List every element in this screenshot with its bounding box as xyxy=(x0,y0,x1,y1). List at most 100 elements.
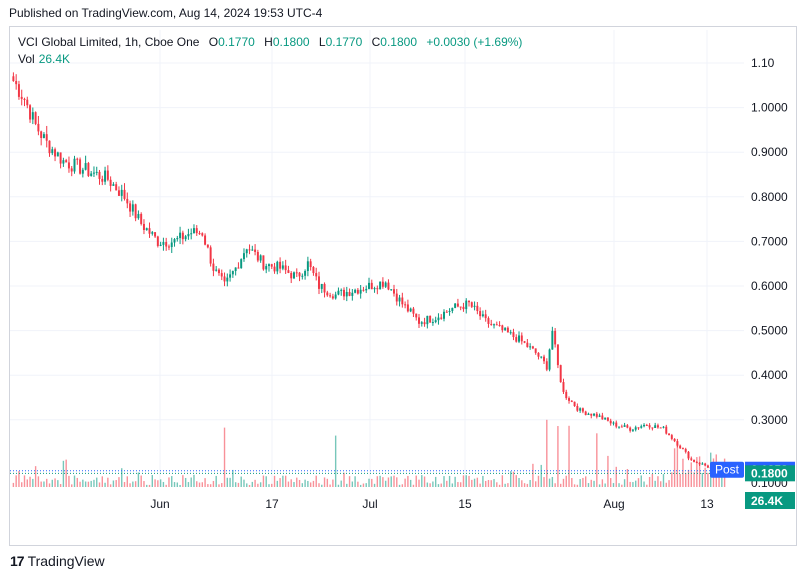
volume-bar xyxy=(696,457,698,487)
candle-body xyxy=(354,289,357,293)
candle-body xyxy=(45,134,48,141)
candle-body xyxy=(465,300,468,310)
candle-body xyxy=(434,320,437,323)
candle-body xyxy=(176,238,179,240)
chart-frame xyxy=(9,26,797,546)
candle-body xyxy=(290,272,293,279)
candle-body xyxy=(156,236,159,246)
volume-bar xyxy=(276,480,279,487)
volume-bar xyxy=(679,474,681,487)
candle-body xyxy=(92,172,95,174)
candle-body xyxy=(131,204,134,212)
volume-bar xyxy=(93,479,95,487)
candle-body xyxy=(279,261,282,269)
candle-body xyxy=(187,234,190,237)
candle-body xyxy=(690,458,693,460)
volume-bar xyxy=(140,475,142,487)
volume-bar xyxy=(62,460,65,487)
volume-bar xyxy=(426,482,429,487)
volume-bar xyxy=(532,463,534,487)
volume-bar xyxy=(471,479,473,487)
candle-body xyxy=(406,304,409,312)
volume-bar xyxy=(254,479,256,487)
volume-bar xyxy=(540,464,542,487)
candle-body xyxy=(140,213,143,224)
volume-bar xyxy=(234,482,237,487)
volume-bar xyxy=(351,481,354,487)
candle-body xyxy=(198,233,201,235)
low-value: 0.1770 xyxy=(325,35,363,49)
candle-body xyxy=(142,223,145,230)
candle-body xyxy=(215,269,218,271)
volume-bar xyxy=(293,482,295,487)
volume-bar xyxy=(179,484,181,487)
volume-bar xyxy=(107,477,109,487)
candle-body xyxy=(309,261,312,268)
candle-body xyxy=(106,170,109,180)
volume-bar xyxy=(568,425,570,487)
candle-body xyxy=(145,228,148,230)
candle-body xyxy=(281,265,284,269)
candle-body xyxy=(454,303,457,308)
candle-body xyxy=(195,228,198,234)
volume-bar xyxy=(704,467,706,487)
volume-bar xyxy=(54,478,56,487)
candle-body xyxy=(212,263,215,271)
y-tick-label: 0.4000 xyxy=(751,368,788,382)
volume-bar xyxy=(123,481,126,487)
candle-body xyxy=(167,246,170,248)
candle-body xyxy=(523,341,526,343)
candle-body xyxy=(306,261,309,272)
candle-body xyxy=(387,282,390,290)
candle-body xyxy=(612,422,615,424)
candle-body xyxy=(304,271,307,276)
y-tick-label: 1.0000 xyxy=(751,101,788,115)
volume-bar xyxy=(382,477,384,487)
volume-bar xyxy=(340,480,342,487)
volume-bar xyxy=(290,479,292,487)
close-value: 0.1800 xyxy=(380,35,417,49)
candle-body xyxy=(362,289,365,291)
volume-bar xyxy=(37,476,40,487)
volume-bar xyxy=(587,483,590,487)
candle-body xyxy=(231,271,234,275)
candle-body xyxy=(256,251,259,261)
candle-body xyxy=(17,84,20,97)
candle-body xyxy=(501,325,504,331)
candle-body xyxy=(117,190,120,196)
candle-body xyxy=(206,244,209,248)
x-tick-label: 17 xyxy=(265,497,279,511)
volume-bar xyxy=(46,478,48,487)
volume-bar xyxy=(376,476,379,487)
volume-bar xyxy=(332,479,334,487)
candle-body xyxy=(126,198,129,204)
volume-bar xyxy=(621,484,623,487)
volume-bar xyxy=(482,475,484,487)
candle-body xyxy=(20,96,23,99)
volume-bar xyxy=(498,484,501,487)
candle-body xyxy=(673,438,676,442)
candle-body xyxy=(109,179,112,186)
candle-body xyxy=(98,171,101,179)
candle-body xyxy=(490,323,493,325)
candle-body xyxy=(518,335,521,342)
volume-bar xyxy=(57,480,59,487)
volume-bar xyxy=(126,476,128,487)
candle-body xyxy=(340,289,343,291)
volume-bar xyxy=(521,480,523,487)
candle-body xyxy=(445,311,448,313)
volume-bar xyxy=(526,483,529,487)
candle-body xyxy=(565,391,568,399)
candle-body xyxy=(593,413,596,416)
candle-body xyxy=(120,189,123,196)
candle-body xyxy=(356,289,359,294)
candle-body xyxy=(393,289,395,294)
candle-body xyxy=(65,160,68,163)
candle-body xyxy=(23,98,26,100)
candle-body xyxy=(295,272,298,274)
candle-body xyxy=(706,465,709,468)
candle-body xyxy=(526,342,529,348)
candle-body xyxy=(56,152,59,157)
candle-body xyxy=(398,297,401,302)
